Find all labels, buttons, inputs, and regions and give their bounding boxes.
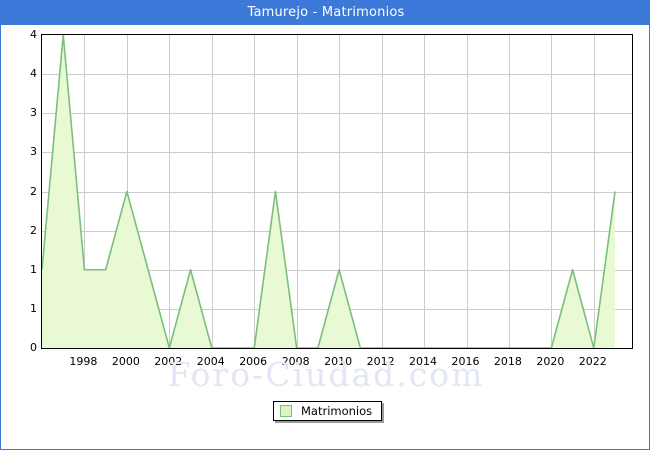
y-axis-tick-label: 3 bbox=[30, 106, 37, 120]
y-axis-tick-label: 2 bbox=[30, 223, 37, 237]
x-axis-tick-label: 2018 bbox=[493, 355, 522, 368]
x-axis-tick-label: 2022 bbox=[578, 355, 607, 368]
series-matrimonios bbox=[42, 35, 616, 348]
y-axis-tick-label: 3 bbox=[30, 145, 37, 159]
legend-swatch-icon bbox=[280, 405, 292, 417]
x-axis-labels: 1998 2000 2002 2004 2006 2008 2010 2012 2014 2016… bbox=[41, 352, 633, 372]
series-area-fill bbox=[42, 35, 616, 348]
x-axis-tick-label: 2002 bbox=[154, 355, 183, 368]
y-axis-tick-label: 4 bbox=[30, 28, 37, 41]
x-axis-tick-label: 2020 bbox=[536, 355, 565, 368]
y-axis-tick-label: 0 bbox=[30, 341, 37, 354]
x-axis-tick-label: 2004 bbox=[196, 355, 225, 368]
chart-legend[interactable]: Matrimonios bbox=[273, 401, 383, 421]
x-axis-tick-label: 2014 bbox=[409, 355, 437, 368]
chart-canvas: 0 1 1 2 2 3 3 4 4 1998 2000 2002 2004 2006 2008 2010 20… bbox=[1, 25, 649, 449]
plot-area bbox=[41, 34, 633, 349]
x-axis-tick-label: 2000 bbox=[111, 355, 140, 368]
window-title-bar: Tamurejo - Matrimonios bbox=[1, 1, 649, 25]
y-axis-labels: 0 1 1 2 2 3 3 4 4 bbox=[1, 29, 37, 353]
y-axis-tick-label: 4 bbox=[30, 67, 37, 81]
x-axis-tick-label: 2016 bbox=[451, 355, 480, 368]
y-axis-tick-label: 2 bbox=[30, 184, 37, 198]
x-axis-tick-label: 1998 bbox=[69, 355, 98, 368]
page-title: Tamurejo - Matrimonios bbox=[247, 5, 405, 20]
y-axis-tick-label: 1 bbox=[30, 301, 37, 315]
x-axis-tick-label: 2012 bbox=[366, 355, 395, 368]
x-axis-tick-label: 2008 bbox=[281, 355, 310, 368]
series-line bbox=[42, 35, 616, 348]
x-axis-tick-label: 2010 bbox=[324, 355, 353, 368]
x-axis-tick-label: 2006 bbox=[239, 355, 268, 368]
y-axis-tick-label: 1 bbox=[30, 262, 37, 276]
legend-item-label: Matrimonios bbox=[301, 404, 373, 418]
